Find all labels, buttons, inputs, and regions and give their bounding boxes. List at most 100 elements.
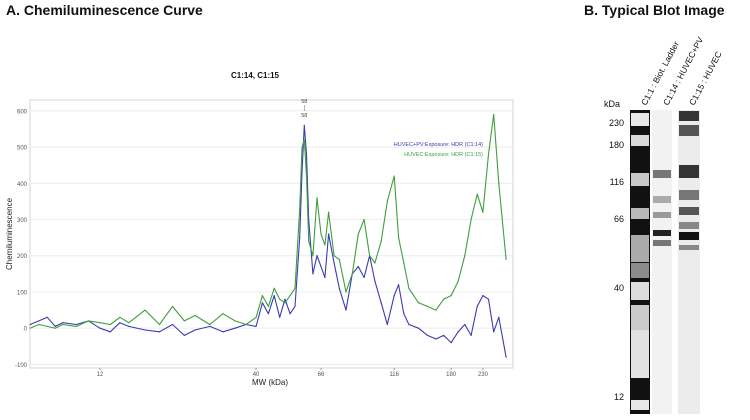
series-2-point — [324, 244, 326, 246]
series-line-1 — [29, 124, 507, 358]
series-1-point — [386, 323, 388, 326]
series-2-point — [158, 323, 161, 326]
series-2-point — [54, 327, 56, 329]
series-1-point — [312, 273, 314, 275]
series-1-point — [374, 280, 376, 282]
series-2-point — [29, 327, 31, 329]
series-1-point — [457, 331, 459, 333]
blot-marker-label: 12 — [614, 392, 624, 402]
series-1-point — [493, 331, 495, 333]
series-1-point — [158, 331, 161, 333]
series-1-point — [222, 331, 224, 333]
series-1-point — [128, 325, 130, 327]
series-2-point — [46, 325, 48, 327]
plot-area — [29, 99, 514, 369]
series-2-point — [88, 320, 90, 322]
series-1-point — [171, 323, 174, 326]
series-1-point — [209, 325, 211, 327]
series-1-point — [273, 294, 275, 297]
ladder-band — [631, 135, 649, 146]
series-2-point — [301, 146, 303, 148]
series-2-point — [386, 200, 388, 203]
series-line-2 — [29, 113, 507, 329]
series-2-point — [493, 113, 495, 116]
series-2-point — [393, 175, 395, 177]
series-1-point — [183, 334, 185, 337]
sample-band-huvec — [679, 245, 699, 250]
series-2-point — [505, 258, 507, 260]
series-2-point — [457, 280, 459, 282]
panel-b-title: B. Typical Blot Image — [584, 2, 725, 18]
lane-huvec-pv — [652, 110, 672, 414]
chemiluminescence-chart: -100 0 100 200 300 400 500 600 12 40 66 116 180 230 C1… — [5, 71, 514, 387]
series-2-point — [443, 298, 445, 300]
ladder-band — [631, 305, 649, 330]
series-1-point — [464, 323, 466, 326]
series-1-point — [417, 327, 420, 329]
series-2-point — [320, 233, 322, 235]
series-2-point — [289, 294, 291, 297]
ladder-band — [631, 263, 649, 278]
series-1-point — [403, 313, 405, 315]
series-1-point — [46, 316, 48, 318]
series-2-point — [234, 320, 236, 322]
series-2-point — [75, 325, 77, 327]
x-tick-label: 180 — [446, 372, 457, 378]
peak-label-top: 58 — [301, 99, 307, 105]
ladder-band — [631, 113, 649, 126]
blot-marker-label: 40 — [614, 283, 624, 293]
series-1-point — [305, 153, 308, 155]
ladder-band — [631, 208, 649, 219]
series-1-point — [357, 265, 359, 268]
blot-marker-label: 230 — [609, 118, 624, 128]
series-1-point — [299, 237, 301, 239]
series-1-point — [38, 320, 40, 322]
series-2-point — [255, 316, 257, 318]
y-tick-label: 100 — [17, 290, 28, 296]
ladder-band — [631, 235, 649, 262]
series-2-point — [316, 197, 318, 199]
series-2-point — [464, 255, 466, 257]
sample-band-huvec-pv — [653, 212, 671, 218]
series-2-point — [498, 182, 500, 184]
sample-band-huvec — [679, 165, 699, 178]
legend-entry-2: HUVEC:Exposure: HDR (C1:15) — [404, 152, 483, 158]
series-2-point — [482, 211, 484, 213]
series-2-point — [417, 302, 420, 304]
series-2-point — [487, 153, 490, 155]
series-1-point — [61, 322, 64, 324]
blot-axis-unit: kDa — [604, 99, 620, 109]
series-2-point — [374, 262, 376, 264]
series-1-point — [450, 342, 452, 344]
series-2-point — [222, 313, 224, 315]
series-2-point — [476, 193, 478, 195]
series-1-point — [261, 302, 263, 304]
y-tick-label: 300 — [17, 218, 28, 224]
series-1-point — [99, 327, 101, 329]
series-2-point — [61, 323, 64, 326]
series-2-point — [303, 139, 305, 141]
series-2-point — [119, 316, 121, 318]
series-2-point — [273, 287, 275, 289]
sample-band-huvec — [679, 222, 699, 229]
series-2-point — [351, 273, 353, 275]
blot-marker-label: 116 — [610, 177, 624, 187]
series-2-point — [284, 302, 286, 304]
x-tick-label: 66 — [318, 372, 325, 378]
lane-huvec — [678, 110, 700, 414]
series-2-point — [333, 255, 335, 257]
chart-title: C1:14, C1:15 — [231, 71, 280, 80]
series-2-point — [363, 218, 365, 221]
series-1-point — [338, 287, 340, 289]
y-tick-label: -100 — [15, 363, 28, 369]
series-1-point — [144, 329, 146, 331]
series-2-point — [279, 298, 281, 300]
series-1-point — [397, 284, 400, 286]
series-2-point — [305, 175, 308, 177]
series-2-point — [299, 208, 301, 210]
blot-marker-label: 66 — [614, 214, 624, 224]
series-1-point — [505, 356, 507, 358]
series-2-point — [294, 287, 296, 289]
series-1-point — [408, 323, 410, 326]
